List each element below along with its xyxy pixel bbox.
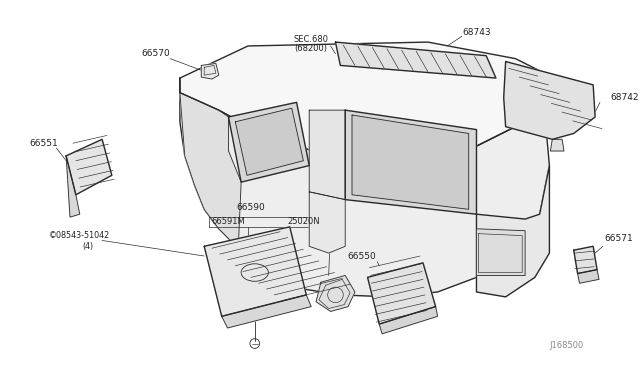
Polygon shape	[221, 295, 311, 328]
Text: J168500: J168500	[549, 341, 584, 350]
Polygon shape	[236, 108, 303, 175]
Polygon shape	[309, 192, 345, 253]
Polygon shape	[202, 64, 219, 79]
Text: 25020N: 25020N	[287, 217, 320, 225]
Polygon shape	[180, 42, 554, 153]
Polygon shape	[380, 307, 438, 334]
Polygon shape	[204, 227, 307, 316]
Text: SEC.680: SEC.680	[294, 35, 329, 44]
Text: 66590: 66590	[237, 203, 265, 212]
Text: ©08543‑51042: ©08543‑51042	[49, 231, 110, 240]
Text: 66571: 66571	[605, 234, 634, 243]
Polygon shape	[578, 270, 599, 283]
Text: 66550: 66550	[348, 251, 376, 260]
Polygon shape	[550, 140, 564, 151]
Polygon shape	[309, 110, 345, 200]
Text: 66591M: 66591M	[212, 217, 245, 225]
Polygon shape	[352, 115, 468, 209]
Polygon shape	[345, 110, 476, 214]
Text: (68200): (68200)	[294, 44, 328, 54]
Polygon shape	[180, 93, 549, 297]
Polygon shape	[66, 156, 80, 217]
Polygon shape	[335, 42, 496, 78]
Polygon shape	[66, 140, 112, 195]
Polygon shape	[316, 275, 355, 311]
Polygon shape	[573, 246, 597, 273]
Polygon shape	[228, 102, 309, 182]
Text: 68743: 68743	[462, 28, 491, 37]
Text: 66570: 66570	[141, 49, 170, 58]
Text: (4): (4)	[82, 242, 93, 251]
Polygon shape	[367, 263, 436, 324]
Text: 68742: 68742	[611, 93, 639, 102]
Polygon shape	[476, 166, 549, 297]
Polygon shape	[504, 61, 595, 140]
Polygon shape	[180, 78, 241, 248]
Text: 66551: 66551	[29, 139, 58, 148]
Polygon shape	[476, 229, 525, 275]
